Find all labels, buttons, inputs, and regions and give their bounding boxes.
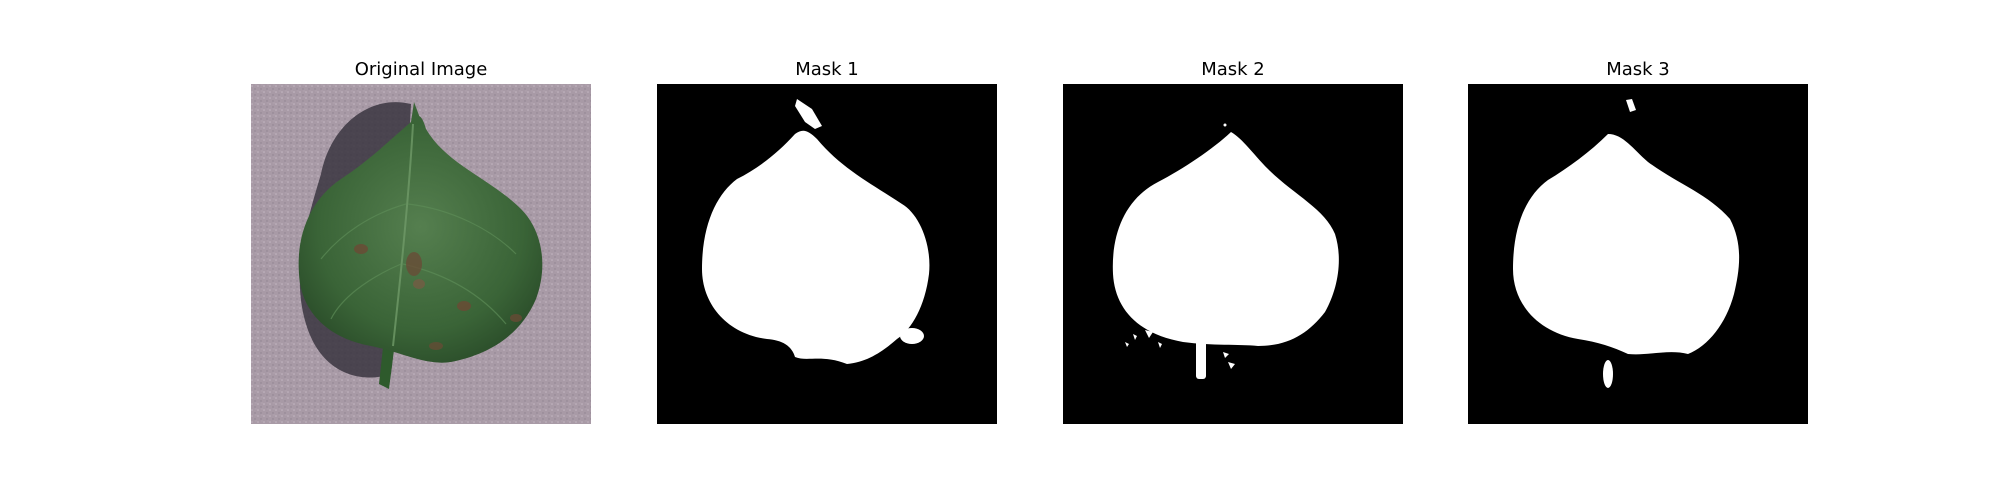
mask-speckle xyxy=(1223,123,1227,127)
mask-speckle xyxy=(1261,238,1265,242)
panel-mask-2: Mask 2 xyxy=(1063,56,1403,424)
mask-blob xyxy=(702,130,930,364)
leaf-lesion xyxy=(406,252,422,276)
leaf-midrib xyxy=(392,123,414,347)
mask-blob xyxy=(1112,132,1339,346)
panel-title: Mask 2 xyxy=(1201,59,1265,80)
mask-fragment xyxy=(900,328,924,344)
mask-fragment xyxy=(795,99,822,129)
leaf-vein xyxy=(320,203,517,325)
leaf-lesion xyxy=(413,279,425,289)
leaf-lesion xyxy=(429,342,443,350)
leaf-tip xyxy=(411,102,423,126)
leaf-lesion xyxy=(354,244,368,254)
leaf-photo xyxy=(251,84,591,424)
mask-3-image xyxy=(1468,84,1808,424)
mask-stem xyxy=(1196,339,1206,379)
panel-title: Original Image xyxy=(354,59,488,80)
mask-fragment xyxy=(1603,360,1613,388)
leaf-lesion xyxy=(457,301,471,311)
leaf-body xyxy=(298,115,543,363)
panel-original-image: Original Image xyxy=(251,56,591,424)
mask-1-image xyxy=(657,84,997,424)
mask-blob xyxy=(1513,134,1740,355)
panel-title: Mask 3 xyxy=(1606,59,1670,80)
mask-2-image xyxy=(1063,84,1403,424)
panel-title: Mask 1 xyxy=(795,59,859,80)
panel-mask-1: Mask 1 xyxy=(657,56,997,424)
mask-fragment xyxy=(1626,99,1636,112)
leaf-lesion xyxy=(510,314,522,322)
panel-mask-3: Mask 3 xyxy=(1468,56,1808,424)
